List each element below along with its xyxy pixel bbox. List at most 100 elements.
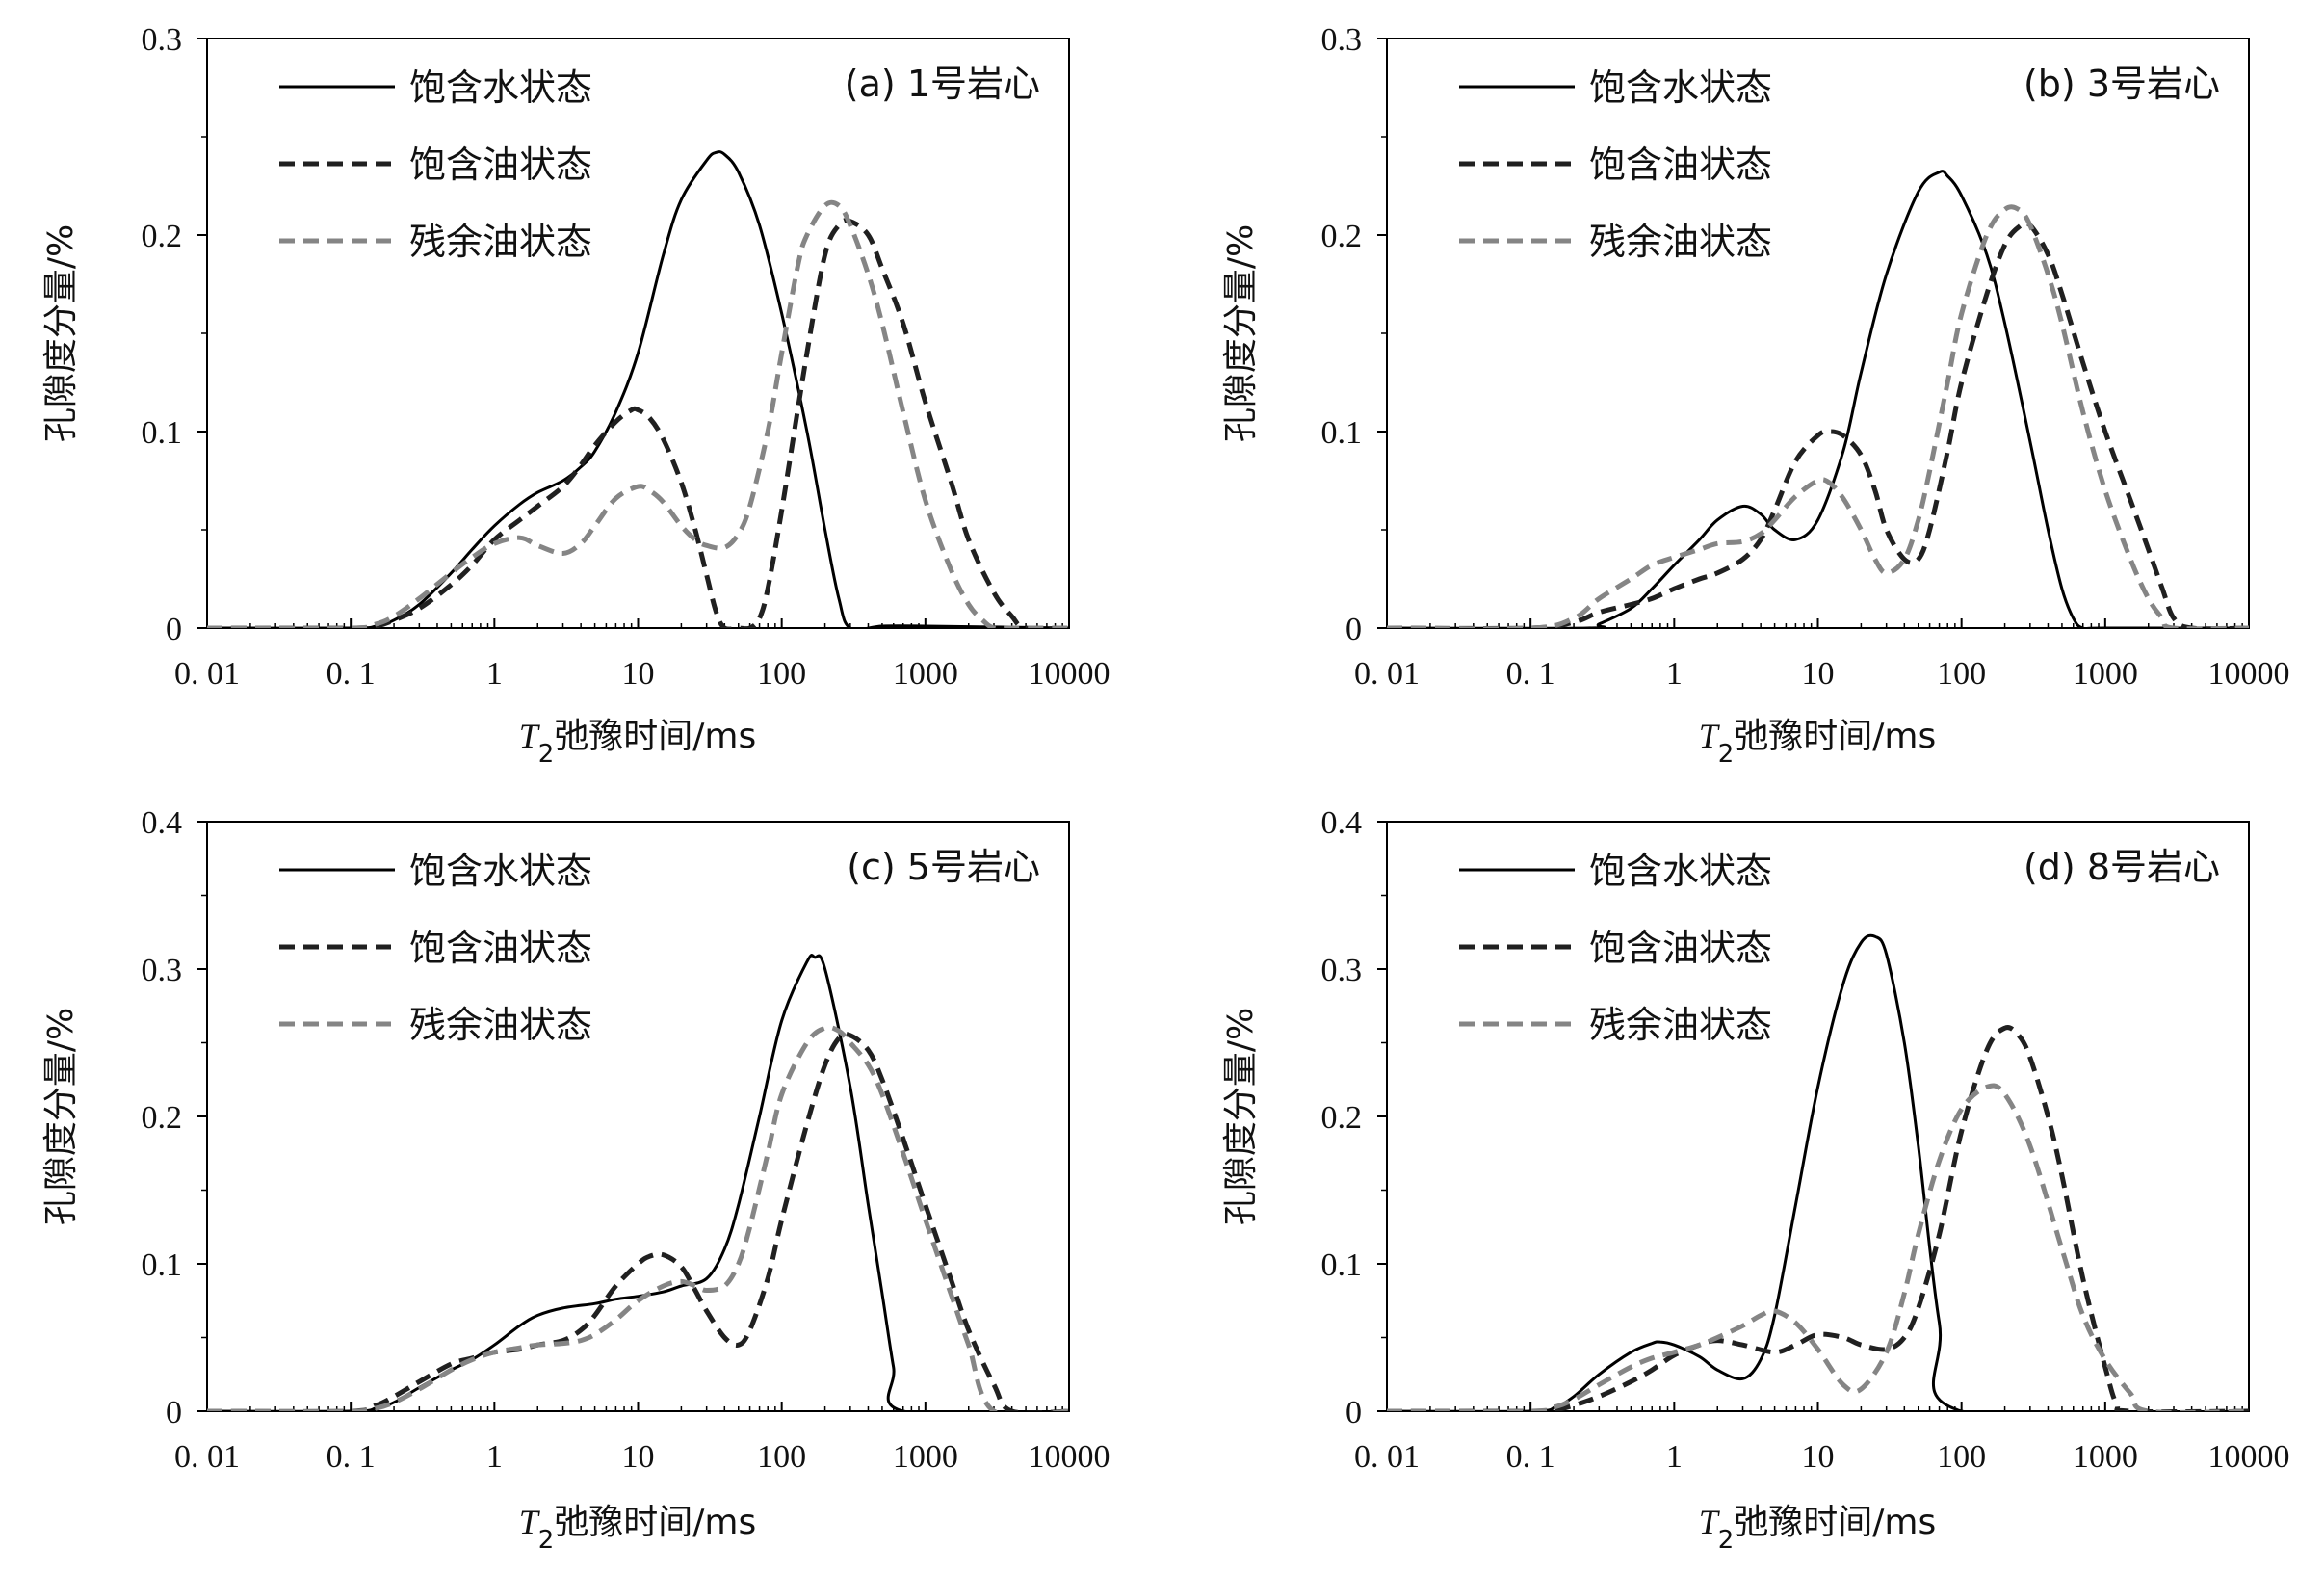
series-line-1 bbox=[1387, 170, 2249, 628]
x-tick-label: 1 bbox=[1666, 1439, 1683, 1475]
x-title-rest: 弛豫时间/ms bbox=[554, 1503, 756, 1542]
legend-label: 残余油状态 bbox=[1589, 221, 1772, 263]
legend-label: 饱含油状态 bbox=[1589, 144, 1772, 186]
series-line-3 bbox=[207, 199, 1069, 628]
panel-c: 孔隙度分量/% T2弛豫时间/ms (c) 5号岩心 0. 01 0. 1 1 10 1… bbox=[41, 805, 1110, 1555]
y-axis-title: 孔隙度分量/% bbox=[1221, 224, 1261, 442]
x-title-subscript: 2 bbox=[538, 1526, 555, 1555]
series-line-2 bbox=[1387, 1025, 2249, 1411]
x-tick-label: 0. 1 bbox=[326, 656, 376, 692]
y-tick-label: 0.3 bbox=[1321, 22, 1363, 58]
panel-label: (b) 3号岩心 bbox=[2024, 63, 2220, 105]
y-tick-label: 0 bbox=[166, 1395, 182, 1430]
series-line-1 bbox=[207, 150, 1069, 628]
x-title-symbol: T bbox=[1699, 717, 1721, 755]
y-tick-label: 0.2 bbox=[1321, 1100, 1363, 1136]
x-title-symbol: T bbox=[1699, 1503, 1721, 1541]
legend-label: 残余油状态 bbox=[409, 1004, 592, 1046]
plot-frame bbox=[1386, 821, 2250, 1412]
x-title-subscript: 2 bbox=[1718, 740, 1735, 769]
x-tick-label: 10000 bbox=[1029, 1439, 1110, 1475]
x-tick-label: 0. 1 bbox=[1506, 656, 1555, 692]
legend-label: 饱含水状态 bbox=[1589, 850, 1772, 892]
y-tick-label: 0.4 bbox=[1321, 805, 1363, 841]
y-tick-label: 0.1 bbox=[142, 415, 183, 451]
x-tick-label: 100 bbox=[757, 656, 806, 692]
y-tick-label: 0.3 bbox=[142, 953, 183, 988]
legend-label: 残余油状态 bbox=[409, 221, 592, 263]
x-title-rest: 弛豫时间/ms bbox=[1734, 1503, 1936, 1542]
x-tick-label: 1000 bbox=[893, 1439, 958, 1475]
y-tick-label: 0.1 bbox=[142, 1247, 183, 1283]
panel-label: (a) 1号岩心 bbox=[845, 63, 1040, 105]
legend-label: 饱含水状态 bbox=[409, 850, 592, 892]
x-tick-label: 1000 bbox=[893, 656, 958, 692]
x-tick-label: 10000 bbox=[1029, 656, 1110, 692]
panel-label: (c) 5号岩心 bbox=[847, 846, 1040, 888]
x-tick-label: 1 bbox=[486, 1439, 503, 1475]
x-tick-label: 1000 bbox=[2073, 656, 2138, 692]
x-axis-title: T2弛豫时间/ms bbox=[519, 717, 757, 769]
y-tick-label: 0.4 bbox=[142, 805, 183, 841]
x-tick-label: 10000 bbox=[2208, 1439, 2290, 1475]
x-tick-label: 0. 01 bbox=[174, 1439, 240, 1475]
panel-b: 孔隙度分量/% T2弛豫时间/ms (b) 3号岩心 0. 01 0. 1 1 10 1… bbox=[1221, 22, 2290, 769]
x-title-subscript: 2 bbox=[1718, 1526, 1735, 1555]
x-tick-label: 10 bbox=[1802, 656, 1835, 692]
series-line-2 bbox=[1387, 220, 2249, 628]
series-line-3 bbox=[207, 1024, 1069, 1411]
x-tick-label: 10000 bbox=[2208, 656, 2290, 692]
x-tick-label: 100 bbox=[1937, 656, 1986, 692]
legend-label: 饱含水状态 bbox=[1589, 66, 1772, 109]
y-axis-title: 孔隙度分量/% bbox=[41, 1008, 81, 1225]
x-axis-title: T2弛豫时间/ms bbox=[1699, 1503, 1937, 1555]
x-tick-label: 100 bbox=[1937, 1439, 1986, 1475]
y-tick-label: 0 bbox=[1345, 612, 1362, 647]
x-tick-label: 0. 1 bbox=[1506, 1439, 1555, 1475]
y-tick-label: 0.2 bbox=[1321, 219, 1363, 254]
plot-frame bbox=[1386, 38, 2250, 629]
panel-a: 孔隙度分量/% T2弛豫时间/ms (a) 1号岩心 0. 01 0. 1 1 10 1… bbox=[41, 22, 1110, 769]
x-title-rest: 弛豫时间/ms bbox=[1734, 717, 1936, 756]
x-title-symbol: T bbox=[519, 1503, 541, 1541]
series-line-2 bbox=[207, 1032, 1069, 1411]
y-tick-label: 0 bbox=[1345, 1395, 1362, 1430]
y-tick-label: 0.1 bbox=[1321, 415, 1363, 451]
x-tick-label: 0. 01 bbox=[1354, 656, 1420, 692]
x-tick-label: 0. 1 bbox=[326, 1439, 376, 1475]
legend-label: 残余油状态 bbox=[1589, 1004, 1772, 1046]
y-tick-label: 0.2 bbox=[142, 1100, 183, 1136]
x-tick-label: 10 bbox=[622, 656, 655, 692]
x-title-subscript: 2 bbox=[538, 740, 555, 769]
y-tick-label: 0 bbox=[166, 612, 182, 647]
x-tick-label: 1000 bbox=[2073, 1439, 2138, 1475]
x-tick-label: 10 bbox=[622, 1439, 655, 1475]
y-tick-label: 0.3 bbox=[1321, 953, 1363, 988]
y-tick-label: 0.3 bbox=[142, 22, 183, 58]
plot-frame bbox=[206, 821, 1070, 1412]
x-tick-label: 10 bbox=[1802, 1439, 1835, 1475]
x-axis-title: T2弛豫时间/ms bbox=[519, 1503, 757, 1555]
x-tick-label: 1 bbox=[1666, 656, 1683, 692]
y-axis-title: 孔隙度分量/% bbox=[41, 224, 81, 442]
series-line-2 bbox=[207, 218, 1069, 628]
legend-label: 饱含油状态 bbox=[409, 927, 592, 969]
x-tick-label: 0. 01 bbox=[174, 656, 240, 692]
x-title-rest: 弛豫时间/ms bbox=[554, 717, 756, 756]
legend-label: 饱含油状态 bbox=[409, 144, 592, 186]
y-tick-label: 0.1 bbox=[1321, 1247, 1363, 1283]
panel-d: 孔隙度分量/% T2弛豫时间/ms (d) 8号岩心 0. 01 0. 1 1 10 1… bbox=[1221, 805, 2290, 1555]
series-line-3 bbox=[1387, 204, 2249, 628]
y-tick-label: 0.2 bbox=[142, 219, 183, 254]
x-tick-label: 100 bbox=[757, 1439, 806, 1475]
series-line-1 bbox=[1387, 933, 2249, 1411]
series-line-3 bbox=[1387, 1083, 2249, 1411]
panel-label: (d) 8号岩心 bbox=[2024, 846, 2220, 888]
legend-label: 饱含水状态 bbox=[409, 66, 592, 109]
x-title-symbol: T bbox=[519, 717, 541, 755]
x-axis-title: T2弛豫时间/ms bbox=[1699, 717, 1937, 769]
legend-label: 饱含油状态 bbox=[1589, 927, 1772, 969]
x-tick-label: 0. 01 bbox=[1354, 1439, 1420, 1475]
y-axis-title: 孔隙度分量/% bbox=[1221, 1008, 1261, 1225]
